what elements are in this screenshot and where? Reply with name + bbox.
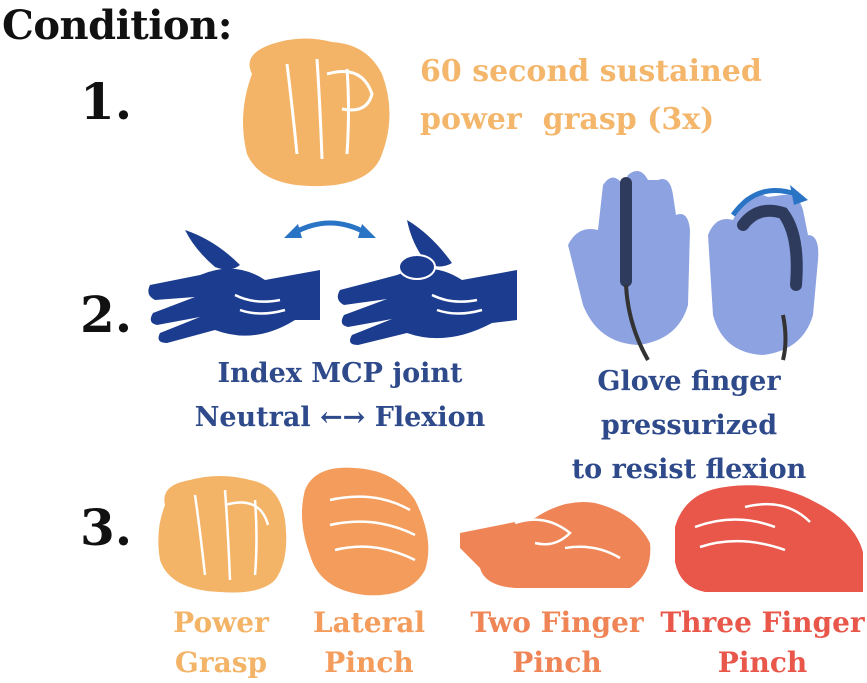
condition-2-left-caption: Index MCP joint Neutral ←→ Flexion (194, 358, 486, 433)
grasp-label-lateral: Lateral Pinch (312, 606, 426, 679)
fist-icon (243, 38, 390, 187)
page-title: Condition: (2, 2, 232, 49)
double-arrow-icon (284, 220, 376, 238)
condition-3-number: 3. (80, 498, 133, 557)
grasp-label-two-finger: Two Finger Pinch (470, 606, 644, 679)
bidirectional-arrow-icon: ←→ (320, 402, 366, 433)
grasp-label-three-finger: Three Finger Pinch (660, 606, 865, 679)
two-finger-pinch-hand-icon (460, 502, 651, 588)
hand-neutral-icon (148, 230, 320, 343)
hand-flexion-icon (337, 220, 517, 345)
curved-arrow-icon (730, 188, 799, 217)
condition-2-number: 2. (80, 285, 133, 344)
condition-2-right-caption: Glove finger pressurized to resist flexi… (571, 366, 807, 485)
condition-1-number: 1. (80, 72, 133, 131)
three-finger-pinch-hand-icon (675, 485, 863, 592)
grasp-label-power: Power Grasp (173, 606, 269, 679)
glove-icon (568, 171, 819, 361)
lateral-pinch-hand-icon (301, 467, 429, 596)
condition-1-text: 60 second sustained power grasp (3x) (420, 54, 762, 137)
power-grasp-hand-icon (158, 476, 287, 593)
